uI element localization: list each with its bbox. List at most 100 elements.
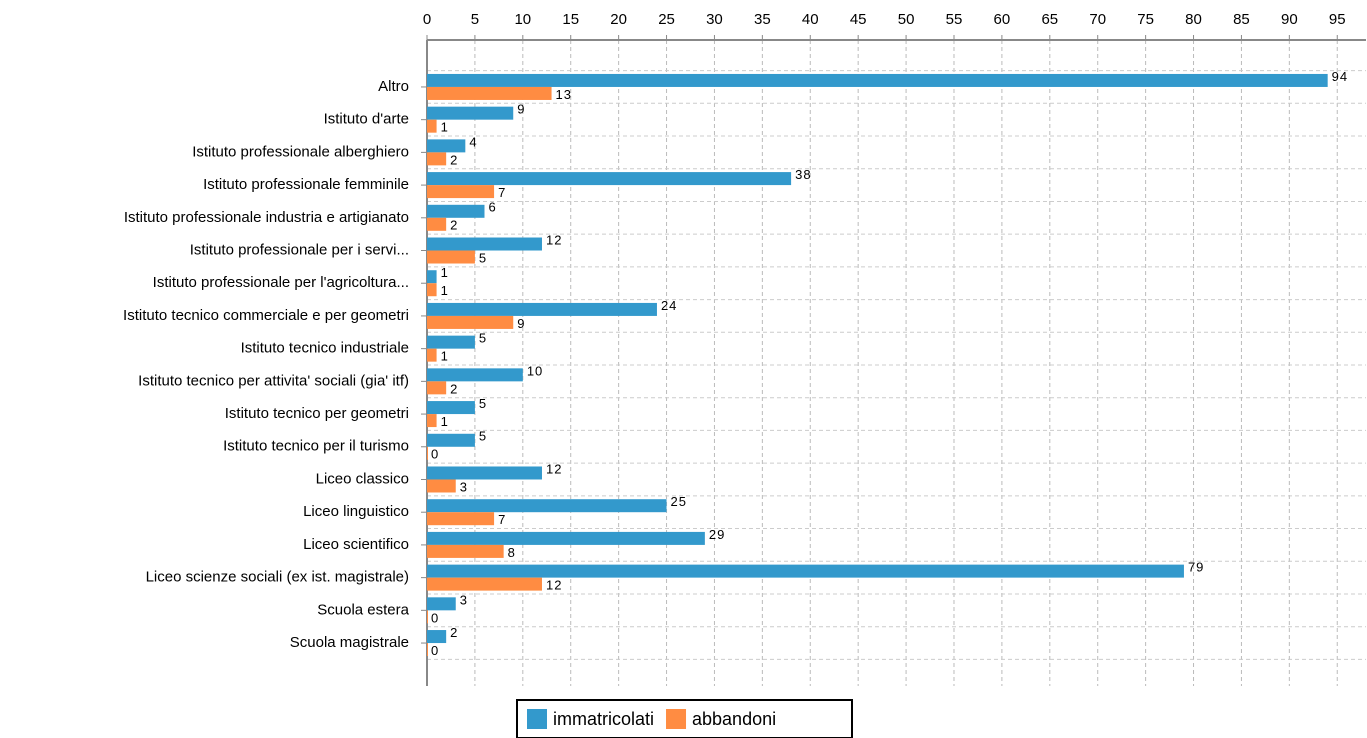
value-label: 9 [517,102,525,117]
x-tick-label: 25 [658,11,675,28]
x-tick-label: 60 [994,11,1011,28]
value-label: 3 [460,479,468,494]
value-label: 2 [450,625,458,640]
bar [427,348,437,362]
legend-label: immatricolati [553,709,654,729]
value-label: 5 [479,250,487,265]
legend-swatch [666,709,687,729]
bar [427,643,428,657]
bar [427,446,428,460]
y-tick-label: Istituto tecnico per attivita' sociali (… [138,372,409,389]
value-label: 13 [556,87,572,102]
value-label: 38 [795,167,811,182]
y-tick-label: Istituto tecnico commerciale e per geome… [123,307,409,324]
value-label: 8 [508,545,516,560]
bar [427,630,447,644]
y-tick-label: Istituto professionale alberghiero [192,143,409,160]
x-tick-label: 85 [1233,11,1250,28]
x-tick-label: 30 [706,11,723,28]
y-tick-label: Scuola magistrale [290,634,409,651]
y-tick-label: Istituto professionale femminile [203,176,409,193]
bar [427,479,456,493]
value-label: 3 [460,592,468,607]
value-label: 0 [431,610,439,625]
value-label: 6 [488,200,496,215]
x-tick-label: 95 [1329,11,1346,28]
x-tick-label: 70 [1089,11,1106,28]
bar [427,283,437,297]
value-label: 94 [1332,69,1348,84]
bar [427,204,485,218]
bar [427,119,437,133]
y-tick-label: Istituto professionale industria e artig… [124,209,409,226]
x-tick-label: 55 [946,11,963,28]
y-tick-label: Liceo scientifico [303,536,409,553]
value-label: 25 [671,494,687,509]
value-label: 5 [479,331,487,346]
bar [427,368,523,382]
x-tick-label: 5 [471,11,479,28]
value-label: 4 [469,134,477,149]
value-label: 7 [498,185,506,200]
y-tick-label: Istituto tecnico per geometri [225,405,409,422]
bar [427,185,495,199]
x-tick-label: 40 [802,11,819,28]
value-label: 1 [441,120,449,135]
y-tick-label: Istituto professionale per i servi... [190,241,409,258]
bar [427,106,514,120]
y-tick-label: Istituto tecnico industriale [241,340,409,357]
bar [427,73,1328,87]
y-tick-label: Liceo classico [316,470,409,487]
value-label: 24 [661,298,677,313]
x-tick-label: 45 [850,11,867,28]
bar [427,466,542,480]
bar [427,414,437,428]
legend-label: abbandoni [692,709,776,729]
x-tick-label: 80 [1185,11,1202,28]
bar [427,499,667,513]
bar [427,86,552,100]
value-label: 2 [450,381,458,396]
value-label: 12 [546,578,562,593]
bar [427,335,475,349]
value-label: 2 [450,218,458,233]
value-label: 0 [431,447,439,462]
bar [427,139,466,153]
y-tick-label: Istituto tecnico per il turismo [223,438,409,455]
value-label: 1 [441,265,449,280]
y-tick-label: Istituto professionale per l'agricoltura… [153,274,409,291]
x-tick-label: 10 [514,11,531,28]
bar [427,250,475,264]
bar [427,315,514,329]
x-tick-label: 75 [1137,11,1154,28]
value-label: 1 [441,414,449,429]
bar [427,152,447,166]
value-label: 29 [709,527,725,542]
value-label: 10 [527,363,543,378]
value-label: 12 [546,232,562,247]
x-tick-label: 20 [610,11,627,28]
value-label: 9 [517,316,525,331]
bar [427,381,447,395]
bar [427,401,475,415]
x-tick-label: 50 [898,11,915,28]
bar [427,512,495,526]
y-tick-label: Altro [378,78,409,95]
x-tick-label: 35 [754,11,771,28]
x-tick-label: 65 [1041,11,1058,28]
y-tick-label: Scuola estera [317,601,409,618]
bar [427,302,657,316]
value-label: 7 [498,512,506,527]
bar [427,217,447,231]
legend-swatch [527,709,547,729]
bar [427,610,428,624]
y-tick-label: Liceo linguistico [303,503,409,520]
bar [427,172,792,186]
bar [427,544,504,558]
x-tick-label: 15 [562,11,579,28]
value-label: 79 [1188,560,1204,575]
bar [427,433,475,447]
value-label: 1 [441,349,449,364]
